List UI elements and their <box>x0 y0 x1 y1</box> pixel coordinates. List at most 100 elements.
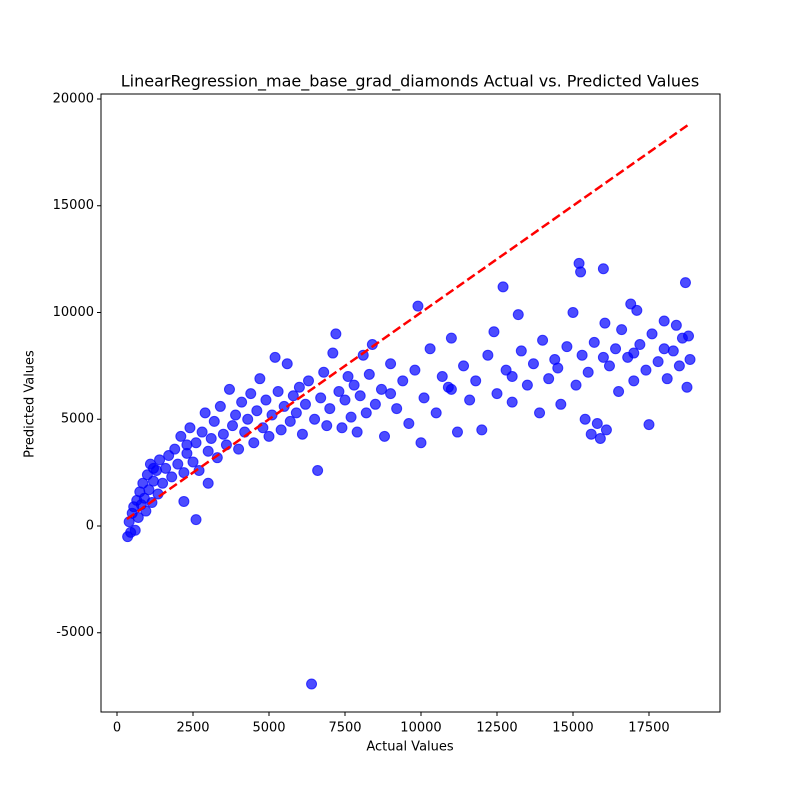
plot-frame <box>100 93 721 713</box>
point <box>445 383 457 395</box>
point <box>506 371 518 383</box>
point <box>482 349 494 361</box>
point <box>403 418 415 430</box>
point <box>658 343 670 355</box>
point <box>245 388 257 400</box>
point <box>223 383 235 395</box>
point <box>248 437 260 449</box>
point <box>555 398 567 410</box>
point <box>628 375 640 387</box>
point <box>597 351 609 363</box>
point <box>582 366 594 378</box>
point <box>175 430 187 442</box>
point <box>436 371 448 383</box>
point <box>303 375 315 387</box>
x-tick-label: 5000 <box>252 721 285 736</box>
point <box>217 428 229 440</box>
point <box>178 495 190 507</box>
point <box>287 390 299 402</box>
point <box>506 396 518 408</box>
point <box>172 458 184 470</box>
point <box>143 484 155 496</box>
point <box>631 304 643 316</box>
point <box>263 430 275 442</box>
point <box>342 371 354 383</box>
point <box>412 300 424 312</box>
point <box>424 343 436 355</box>
point <box>585 428 597 440</box>
point <box>257 422 269 434</box>
point <box>594 432 606 444</box>
point <box>227 420 239 432</box>
point <box>299 398 311 410</box>
point <box>379 430 391 442</box>
point <box>293 381 305 393</box>
point <box>269 351 281 363</box>
point <box>324 403 336 415</box>
point <box>579 413 591 425</box>
point <box>588 336 600 348</box>
point <box>290 407 302 419</box>
point <box>488 326 500 338</box>
point <box>360 407 372 419</box>
point <box>354 390 366 402</box>
point <box>309 413 321 425</box>
point <box>603 360 615 372</box>
point <box>597 263 609 275</box>
point <box>521 379 533 391</box>
point <box>464 394 476 406</box>
point <box>575 266 587 278</box>
point <box>345 411 357 423</box>
point <box>236 396 248 408</box>
point <box>166 471 178 483</box>
x-tick-label: 0 <box>113 721 121 736</box>
point <box>157 477 169 489</box>
point <box>160 462 172 474</box>
x-tick-label: 7500 <box>328 721 361 736</box>
point <box>351 426 363 438</box>
point <box>491 388 503 400</box>
point <box>391 403 403 415</box>
point <box>646 328 658 340</box>
point <box>670 319 682 331</box>
point <box>684 353 696 365</box>
y-tick-label: 0 <box>86 518 94 533</box>
point <box>681 381 693 393</box>
point <box>272 385 284 397</box>
x-tick-label: 2500 <box>176 721 209 736</box>
point <box>169 443 181 455</box>
reference-line <box>126 123 690 521</box>
point <box>275 424 287 436</box>
y-axis-label: Predicted Values <box>23 350 38 458</box>
point <box>476 424 488 436</box>
point <box>254 373 266 385</box>
point <box>214 400 226 412</box>
point <box>202 445 214 457</box>
point <box>512 309 524 321</box>
point <box>599 317 611 329</box>
point <box>296 428 308 440</box>
point <box>208 415 220 427</box>
point <box>306 678 318 690</box>
point <box>570 379 582 391</box>
y-tick-label: 10000 <box>53 305 94 320</box>
point <box>178 467 190 479</box>
point <box>181 439 193 451</box>
point <box>576 349 588 361</box>
point <box>409 364 421 376</box>
point <box>205 432 217 444</box>
y-tick-label: 15000 <box>53 198 94 213</box>
point <box>591 418 603 430</box>
point <box>339 394 351 406</box>
point <box>202 477 214 489</box>
point <box>154 454 166 466</box>
point <box>385 358 397 370</box>
point <box>613 385 625 397</box>
point <box>458 360 470 372</box>
point <box>683 330 695 342</box>
point <box>333 385 345 397</box>
point <box>281 358 293 370</box>
chart-title: LinearRegression_mae_base_grad_diamonds … <box>121 72 699 92</box>
point <box>616 324 628 336</box>
